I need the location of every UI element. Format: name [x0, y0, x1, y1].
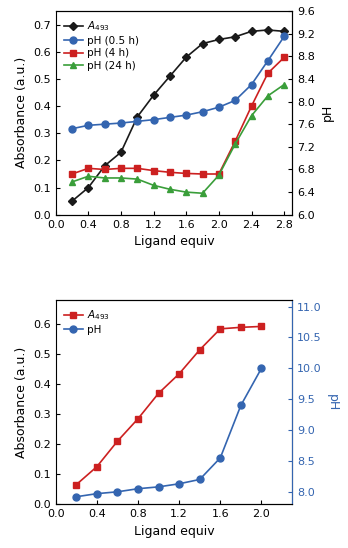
Y-axis label: pH: pH — [321, 104, 334, 122]
X-axis label: Ligand equiv: Ligand equiv — [134, 235, 214, 248]
X-axis label: Ligand equiv: Ligand equiv — [134, 524, 214, 538]
Legend: $A_{493}$, pH (0.5 h), pH (4 h), pH (24 h): $A_{493}$, pH (0.5 h), pH (4 h), pH (24 … — [61, 16, 142, 74]
Legend: $A_{493}$, pH: $A_{493}$, pH — [61, 306, 113, 338]
Y-axis label: pH: pH — [325, 393, 339, 411]
Y-axis label: Absorbance (a.u.): Absorbance (a.u.) — [15, 57, 27, 168]
Y-axis label: Absorbance (a.u.): Absorbance (a.u.) — [15, 347, 27, 458]
